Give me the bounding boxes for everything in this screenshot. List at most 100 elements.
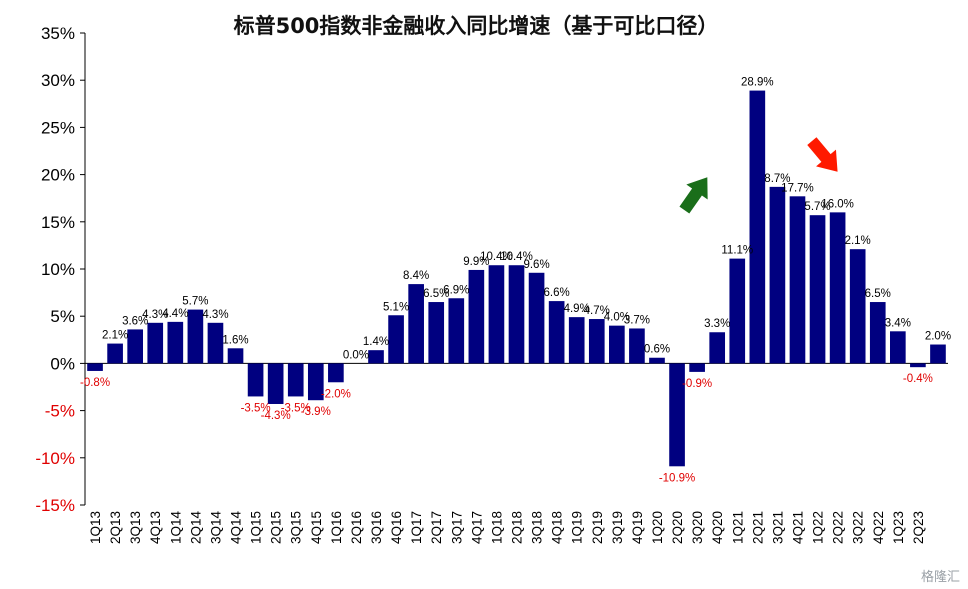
data-label: -0.9%	[682, 378, 712, 390]
x-tick-labels-group: 1Q13 2Q13 3Q13 4Q13 1Q14 2Q14 3Q14 4Q14 1Q15 2Q15…	[88, 511, 926, 545]
x-tick-label: 3Q15	[289, 511, 304, 544]
x-tick-label: 4Q15	[309, 511, 324, 544]
bar	[568, 317, 585, 364]
x-tick-label: 2Q21	[750, 511, 765, 544]
y-tick-label: 30%	[41, 71, 75, 90]
data-label: 0.0%	[343, 349, 369, 361]
x-tick-label: 4Q22	[871, 511, 886, 544]
x-tick-label: 4Q20	[710, 511, 725, 544]
bars-group	[87, 90, 946, 467]
x-tick-label: 1Q15	[249, 511, 264, 544]
data-label: 4.0%	[604, 312, 630, 324]
x-tick-label: 1Q23	[891, 511, 906, 544]
x-tick-label: 1Q19	[570, 511, 585, 544]
data-labels-group: -0.8%2.1%3.6%4.3%4.4%5.7%4.3%1.6%-3.5%-4…	[80, 77, 951, 485]
data-label: 2.0%	[925, 331, 951, 343]
bar	[287, 363, 304, 397]
bar	[328, 363, 344, 383]
x-tick-label: 1Q17	[409, 511, 424, 544]
bar	[448, 298, 465, 364]
bar	[769, 186, 786, 364]
data-label: 17.7%	[781, 182, 814, 194]
x-tick-label: 1Q13	[88, 511, 103, 544]
data-label: 8.4%	[403, 270, 429, 282]
data-label: 11.1%	[721, 245, 753, 257]
bar	[207, 322, 224, 364]
x-tick-label: 2Q20	[670, 511, 685, 544]
y-tick-label: 15%	[41, 213, 75, 232]
x-tick-label: 2Q15	[269, 511, 284, 544]
x-tick-label: 1Q22	[811, 511, 826, 544]
bar	[930, 344, 946, 364]
x-tick-label: 3Q13	[128, 511, 143, 544]
data-label: 6.5%	[423, 288, 449, 300]
y-tick-label: -5%	[45, 402, 75, 421]
y-tick-label: -15%	[35, 496, 75, 515]
data-label: -0.8%	[80, 377, 110, 389]
data-label: 16.0%	[821, 198, 854, 210]
bar	[729, 258, 746, 364]
x-tick-label: 4Q17	[469, 511, 484, 544]
bar	[247, 363, 264, 397]
bar	[789, 196, 806, 364]
bar	[889, 331, 906, 364]
x-tick-label: 4Q13	[148, 511, 163, 544]
data-label: 6.5%	[865, 288, 891, 300]
data-label: 8.7%	[764, 173, 790, 185]
data-label: 2.1%	[102, 330, 128, 342]
x-tick-label: 4Q18	[550, 511, 565, 544]
data-label: 4.4%	[162, 308, 188, 320]
bar	[910, 363, 926, 368]
bar	[849, 249, 866, 364]
x-tick-label: 2Q16	[349, 511, 364, 544]
y-tick-label: 5%	[50, 307, 75, 326]
bar	[609, 325, 625, 364]
x-tick-label: 1Q14	[168, 511, 183, 545]
data-label: 10.4%	[500, 251, 533, 263]
data-label: -3.9%	[301, 406, 331, 418]
x-tick-label: 3Q21	[770, 511, 785, 544]
x-tick-label: 2Q13	[108, 511, 123, 544]
x-tick-label: 2Q22	[831, 511, 846, 544]
data-label: 3.7%	[624, 314, 650, 326]
x-tick-label: 3Q19	[610, 511, 625, 544]
bar	[809, 215, 826, 364]
x-tick-label: 3Q14	[208, 511, 223, 545]
data-label: 3.4%	[885, 317, 911, 329]
data-label: 4.9%	[564, 303, 590, 315]
chart-title: 标普500指数非金融收入同比增速（基于可比口径）	[234, 14, 719, 38]
x-tick-label: 4Q21	[790, 511, 805, 544]
bar	[749, 90, 766, 364]
data-label: -0.4%	[903, 373, 933, 385]
x-tick-label: 3Q22	[851, 511, 866, 544]
data-label: -10.9%	[659, 472, 695, 484]
y-tick-label: 20%	[41, 166, 75, 185]
data-label: -3.5%	[241, 402, 271, 414]
data-label: 3.3%	[704, 318, 730, 330]
bar	[689, 363, 705, 372]
data-label: 5.7%	[182, 296, 208, 308]
bar	[167, 321, 184, 364]
x-tick-label: 2Q18	[510, 511, 525, 544]
up-arrow-icon	[679, 177, 708, 214]
data-label: -3.5%	[281, 402, 311, 414]
data-label: 4.7%	[584, 305, 610, 317]
bar	[307, 363, 324, 401]
x-tick-label: 2Q19	[590, 511, 605, 544]
x-tick-label: 2Q23	[911, 511, 926, 544]
data-label: 9.6%	[523, 259, 549, 271]
x-tick-label: 2Q14	[188, 511, 203, 545]
y-tick-label: 0%	[50, 354, 75, 373]
x-tick-label: 4Q14	[229, 511, 244, 545]
data-label: -2.0%	[321, 388, 351, 400]
bar	[368, 350, 384, 364]
data-label: 6.6%	[544, 287, 570, 299]
bar	[147, 322, 164, 364]
y-tick-label: 10%	[41, 260, 75, 279]
x-tick-label: 3Q20	[690, 511, 705, 544]
x-tick-label: 3Q16	[369, 511, 384, 544]
data-label: 5.1%	[383, 301, 409, 313]
bar	[127, 329, 144, 364]
x-tick-label: 3Q17	[449, 511, 464, 544]
